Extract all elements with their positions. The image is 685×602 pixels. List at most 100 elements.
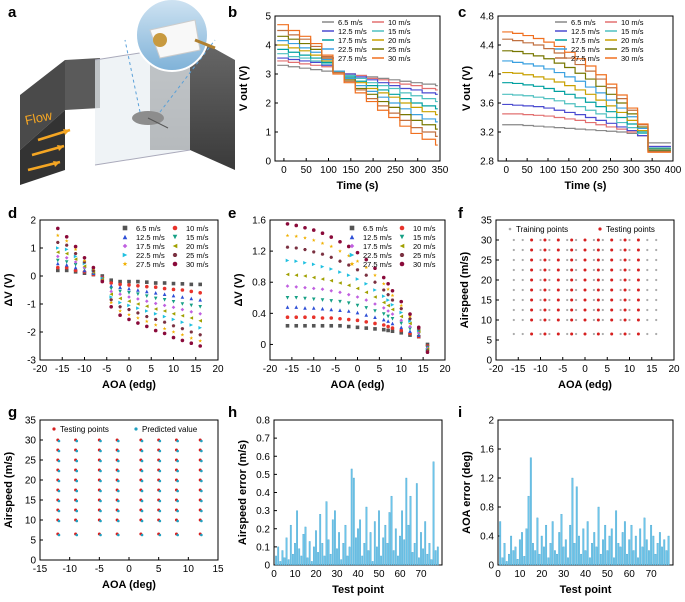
- predicted-point: [57, 499, 61, 503]
- legend-label: 10 m/s: [388, 18, 411, 27]
- data-point: [399, 253, 405, 257]
- training-point: [619, 258, 622, 262]
- predicted-point: [117, 469, 120, 473]
- data-point: [109, 300, 114, 305]
- data-point: [162, 298, 167, 302]
- data-point: [162, 303, 167, 308]
- testing-point: [556, 278, 560, 282]
- data-point: [162, 292, 167, 296]
- data-point: [118, 282, 122, 287]
- training-point: [628, 268, 631, 272]
- data-point: [311, 297, 316, 302]
- bar: [426, 553, 429, 566]
- predicted-point: [200, 533, 203, 537]
- training-point: [601, 238, 604, 242]
- bar: [525, 528, 528, 566]
- x-tick-label: 10: [396, 364, 408, 375]
- legend-swatch: [598, 227, 602, 231]
- bar: [413, 543, 416, 566]
- x-tick-label: 0: [126, 364, 132, 375]
- predicted-point: [176, 449, 179, 453]
- data-point: [118, 279, 122, 284]
- x-axis-label: AOA (edg): [331, 379, 385, 391]
- testing-point: [530, 308, 534, 312]
- data-point: [294, 285, 299, 289]
- plot-frame: [274, 15, 441, 162]
- training-point: [592, 238, 595, 242]
- data-point: [153, 281, 158, 285]
- testing-point: [623, 238, 627, 242]
- bar: [298, 548, 301, 566]
- data-point: [320, 306, 325, 311]
- data-point: [56, 240, 60, 244]
- inset-motor: [153, 33, 167, 47]
- data-point: [109, 284, 113, 288]
- bar: [665, 550, 668, 566]
- bar: [371, 561, 374, 566]
- data-point: [294, 295, 299, 300]
- series-line-12.5 m/s: [277, 57, 438, 95]
- y-tick-label: 0: [488, 561, 494, 572]
- training-point: [548, 318, 551, 322]
- training-point: [512, 238, 515, 242]
- data-point: [118, 296, 122, 301]
- data-point: [390, 288, 395, 293]
- predicted-point: [117, 509, 120, 513]
- x-tick-label: 150: [342, 165, 359, 176]
- y-tick-label: 0: [264, 561, 270, 572]
- training-point: [539, 258, 542, 262]
- series-line-6.5 m/s: [502, 124, 671, 144]
- predicted-point: [140, 499, 144, 503]
- x-tick-label: 50: [373, 569, 385, 580]
- series-line-27.5 m/s: [277, 29, 438, 137]
- training-point: [628, 288, 631, 292]
- bar: [643, 517, 646, 566]
- x-axis-label: Test point: [560, 584, 612, 596]
- data-point: [198, 298, 202, 302]
- training-point: [539, 238, 542, 242]
- training-point: [628, 332, 631, 336]
- predicted-point: [158, 509, 162, 513]
- data-point: [145, 304, 149, 309]
- data-point: [180, 332, 185, 337]
- predicted-point: [140, 459, 144, 463]
- legend-label: 17.5 m/s: [136, 242, 165, 251]
- y-tick-label: 2: [30, 216, 36, 227]
- left-block-top: [20, 60, 65, 150]
- training-point: [521, 318, 524, 322]
- predicted-point: [75, 533, 79, 537]
- series-line-22.5 m/s: [502, 60, 671, 151]
- bar: [403, 539, 406, 566]
- data-point: [346, 273, 351, 278]
- legend-label: 22.5 m/s: [363, 251, 392, 260]
- predicted-point: [99, 519, 102, 523]
- data-point: [109, 295, 113, 299]
- data-point: [162, 309, 167, 313]
- bar: [634, 535, 637, 566]
- bar: [580, 553, 583, 566]
- predicted-point: [117, 459, 120, 463]
- training-point: [512, 298, 515, 302]
- data-point: [381, 288, 386, 292]
- x-tick-label: -10: [77, 364, 92, 375]
- y-tick-label: 0.1: [256, 542, 270, 553]
- data-point: [82, 264, 87, 268]
- series-line-30 m/s: [277, 24, 438, 146]
- testing-point: [636, 318, 640, 322]
- training-point: [539, 298, 542, 302]
- y-axis-label: V out (V): [461, 66, 473, 112]
- data-point: [73, 260, 78, 264]
- predicted-point: [158, 489, 162, 493]
- data-point: [109, 281, 113, 285]
- training-point: [539, 248, 542, 252]
- bar: [540, 535, 543, 566]
- data-point: [373, 309, 377, 313]
- testing-point: [610, 268, 614, 272]
- x-tick-label: -15: [55, 364, 70, 375]
- data-point: [399, 261, 405, 267]
- training-point: [566, 268, 569, 272]
- data-point: [346, 283, 351, 288]
- bar: [615, 510, 618, 566]
- bar: [529, 457, 532, 566]
- data-point: [346, 263, 351, 267]
